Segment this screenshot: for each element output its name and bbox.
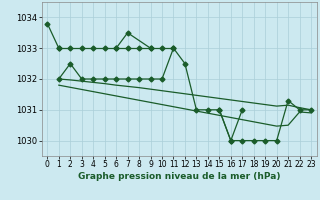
X-axis label: Graphe pression niveau de la mer (hPa): Graphe pression niveau de la mer (hPa) bbox=[78, 172, 280, 181]
